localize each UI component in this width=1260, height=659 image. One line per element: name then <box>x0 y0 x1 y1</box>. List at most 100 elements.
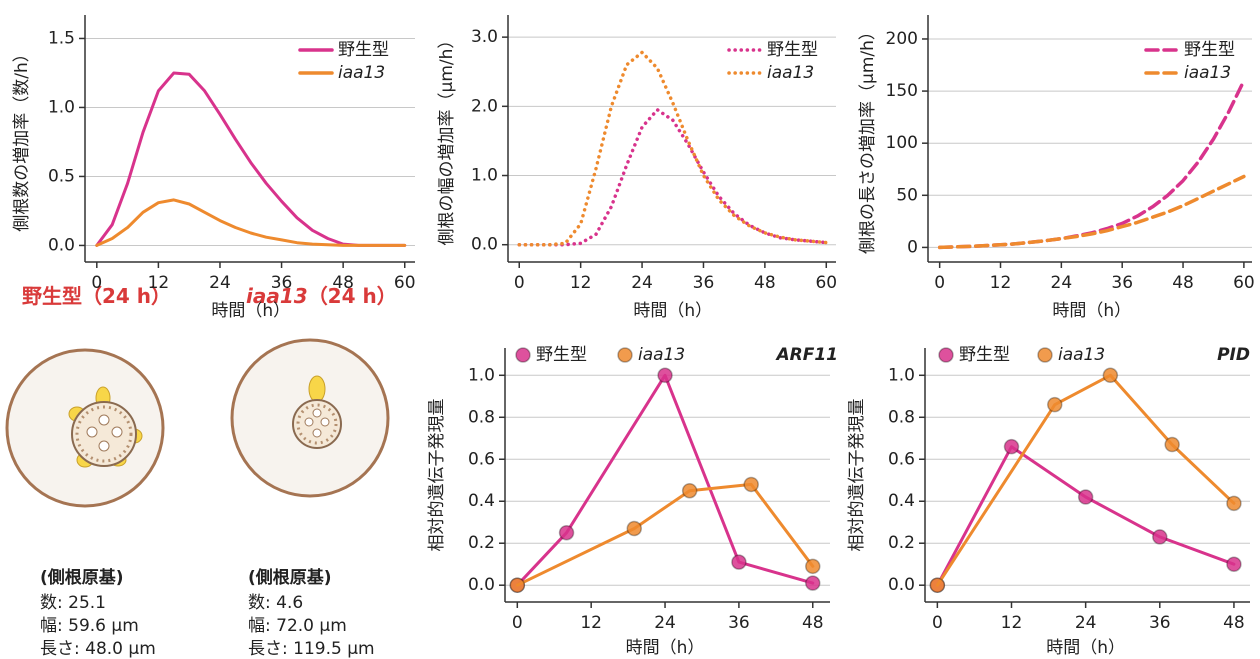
x-tick-label: 12 <box>580 613 602 633</box>
y-axis-label: 相対的遺伝子発現量 <box>427 399 447 552</box>
gene-label: PID <box>1217 345 1250 365</box>
series-line <box>937 174 1246 250</box>
y-tick-label: 1.5 <box>48 28 75 48</box>
legend-swatch <box>1037 347 1053 363</box>
marker <box>626 520 643 537</box>
cross-section-wild <box>5 348 165 508</box>
y-tick-label: 50 <box>896 185 918 205</box>
y-tick-label: 200 <box>886 29 918 49</box>
chart: 0.0 0.5 1.0 1.5 0 12 24 36 48 60 時間（h） 側根数の増加率（数/h）… <box>12 15 416 321</box>
chart: 0.0 0.2 0.4 0.6 0.8 1.0 0 12 24 36 48 時間（h） 相対的遺伝子発現… <box>427 345 838 658</box>
info-line: 数: 25.1 <box>40 593 106 613</box>
legend-label: iaa13 <box>767 63 814 83</box>
marker <box>1102 367 1119 384</box>
marker <box>1152 529 1168 545</box>
y-tick-label: 150 <box>886 81 918 101</box>
x-tick-label: 0 <box>91 273 102 293</box>
marker <box>1164 436 1180 453</box>
legend-label: iaa13 <box>1058 345 1105 365</box>
y-tick-label: 2.0 <box>471 96 498 116</box>
series-line <box>517 108 829 247</box>
chart: 0 50 100 150 200 0 12 24 36 48 60 時間（h） 側根の長さの増加率（μm… <box>858 15 1255 321</box>
legend-label: 野生型 <box>338 40 389 60</box>
series-line <box>935 373 1236 587</box>
x-axis-label: 時間（h） <box>633 301 712 321</box>
x-tick-label: 24 <box>1051 273 1073 293</box>
marker <box>929 577 946 593</box>
caption: (側根原基) <box>40 567 124 588</box>
y-tick-label: 0.6 <box>888 449 915 469</box>
marker <box>1226 495 1242 512</box>
marker <box>657 367 673 384</box>
series-line <box>95 198 407 247</box>
marker <box>681 482 698 499</box>
x-tick-label: 60 <box>394 273 416 293</box>
x-tick-label: 0 <box>512 613 523 633</box>
x-tick-label: 48 <box>754 273 776 293</box>
legend-label: 野生型 <box>959 345 1010 365</box>
y-tick-label: 0.4 <box>888 491 915 511</box>
cross-section-iaa13 <box>230 338 390 498</box>
x-tick-label: 12 <box>570 273 592 293</box>
marker <box>1077 489 1094 505</box>
y-tick-label: 0.0 <box>468 575 495 595</box>
x-tick-label: 36 <box>1149 613 1171 633</box>
x-tick-label: 48 <box>1223 613 1245 633</box>
legend-label: 野生型 <box>536 345 587 365</box>
legend-swatch <box>938 347 954 363</box>
x-tick-label: 48 <box>1172 273 1194 293</box>
info-line: 幅: 59.6 μm <box>40 616 139 636</box>
section-title: 野生型（24 h） <box>22 284 171 308</box>
y-axis-label: 側根数の増加率（数/h） <box>12 45 32 232</box>
y-tick-label: 0.2 <box>888 533 915 553</box>
series-line <box>95 71 407 247</box>
marker <box>509 577 526 593</box>
x-tick-label: 12 <box>990 273 1012 293</box>
marker <box>1047 396 1063 413</box>
y-tick-label: 0.8 <box>468 407 495 427</box>
section-suffix: （24 h） <box>82 284 171 308</box>
chart: 0.0 1.0 2.0 3.0 0 12 24 36 48 60 時間（h） 側根の幅の増加率（μm/… <box>437 15 837 321</box>
legend-label: 野生型 <box>767 40 818 60</box>
y-tick-label: 1.0 <box>48 97 75 117</box>
section-name: iaa13 <box>246 284 308 308</box>
info-line: 長さ: 119.5 μm <box>248 639 375 659</box>
x-tick-label: 24 <box>654 613 676 633</box>
legend-label: iaa13 <box>638 345 685 365</box>
legend-swatch <box>617 347 633 363</box>
y-axis-label: 側根の長さの増加率（μm/h） <box>858 23 878 254</box>
y-tick-label: 1.0 <box>888 365 915 385</box>
x-tick-label: 12 <box>1001 613 1023 633</box>
y-tick-label: 1.0 <box>471 166 498 186</box>
marker <box>805 575 821 591</box>
legend-label: 野生型 <box>1184 40 1235 60</box>
y-tick-label: 0.4 <box>468 491 495 511</box>
x-tick-label: 12 <box>148 273 170 293</box>
info-line: 幅: 72.0 μm <box>248 616 347 636</box>
x-tick-label: 60 <box>1233 273 1255 293</box>
x-tick-label: 36 <box>693 273 715 293</box>
x-tick-label: 36 <box>271 273 293 293</box>
series-line <box>517 50 829 247</box>
y-axis-label: 相対的遺伝子発現量 <box>847 399 867 552</box>
x-axis-label: 時間（h） <box>626 638 705 658</box>
x-tick-label: 36 <box>1111 273 1133 293</box>
y-tick-label: 0.8 <box>888 407 915 427</box>
marker <box>805 558 821 575</box>
marker <box>558 524 575 541</box>
marker <box>731 554 747 570</box>
series-line <box>937 78 1246 250</box>
x-axis-label: 時間（h） <box>1052 301 1131 321</box>
x-axis-label: 時間（h） <box>1046 638 1125 658</box>
y-tick-label: 0.0 <box>471 235 498 255</box>
marker <box>1226 556 1242 572</box>
x-tick-label: 48 <box>332 273 354 293</box>
x-tick-label: 48 <box>802 613 824 633</box>
y-tick-label: 0.6 <box>468 449 495 469</box>
info-line: 長さ: 48.0 μm <box>40 639 156 659</box>
x-tick-label: 0 <box>514 273 525 293</box>
marker <box>1003 438 1020 455</box>
x-tick-label: 24 <box>1075 613 1097 633</box>
y-tick-label: 0.0 <box>48 235 75 255</box>
